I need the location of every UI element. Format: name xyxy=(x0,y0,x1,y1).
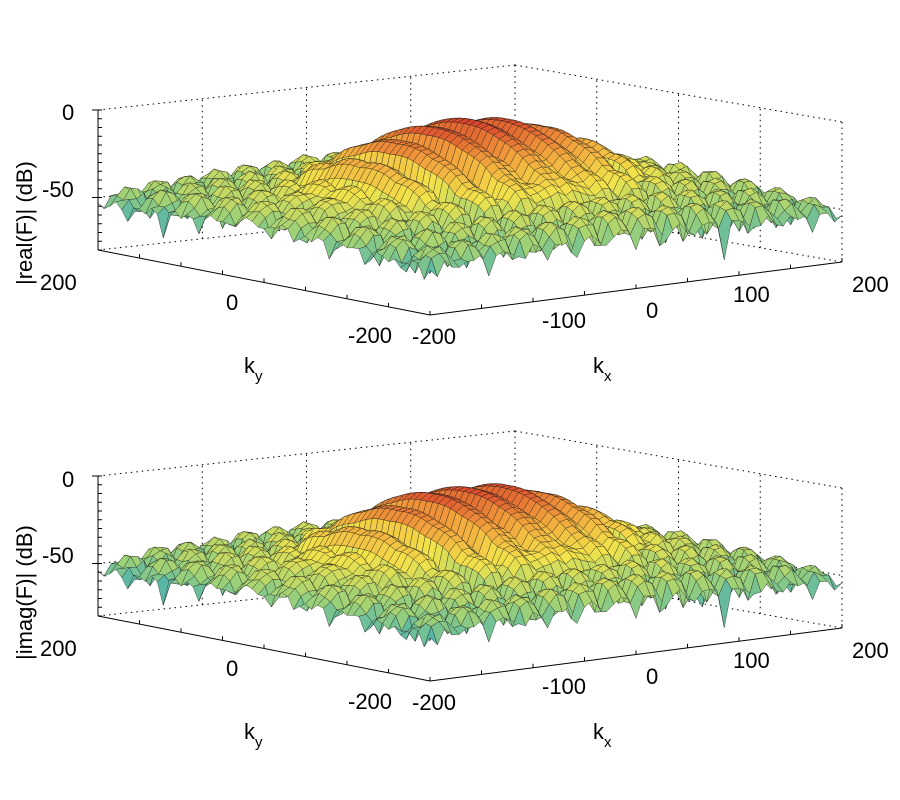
x-tick-200: 200 xyxy=(852,272,889,297)
top-surface-plot: 0 -50 |real(F)| (dB) 200 0 -200 -200 -10… xyxy=(12,64,889,385)
box-edge xyxy=(514,430,843,489)
x-tick-0: 0 xyxy=(646,298,658,323)
surface-patch xyxy=(192,215,207,235)
x-tick-100: 100 xyxy=(733,282,770,307)
y-axis-label: ky xyxy=(244,353,263,385)
surface-mesh xyxy=(97,117,843,281)
bottom-surface-plot: 0 -50 |imag(F)| (dB) 200 0 -200 -200 -10… xyxy=(12,430,889,751)
x-tick-neg200: -200 xyxy=(412,324,456,349)
y-tick-neg200: -200 xyxy=(348,323,392,348)
box-edge xyxy=(97,64,516,111)
z-axis-label: |real(F)| (dB) xyxy=(12,161,37,285)
y-axis-label-sub: y xyxy=(255,368,263,385)
x-tick-neg100: -100 xyxy=(542,308,586,333)
x-axis-label-sub: x xyxy=(604,368,612,385)
surface-patch xyxy=(192,583,207,602)
z-tick-neg50: -50 xyxy=(42,177,74,202)
surface-mesh xyxy=(97,483,843,648)
z-tick-0: 0 xyxy=(62,100,74,125)
y-tick-0: 0 xyxy=(226,290,238,315)
x-axis-label: kx xyxy=(593,353,612,385)
box-edge xyxy=(97,430,516,477)
y-tick-200: 200 xyxy=(40,270,77,295)
box-edge xyxy=(514,64,843,123)
